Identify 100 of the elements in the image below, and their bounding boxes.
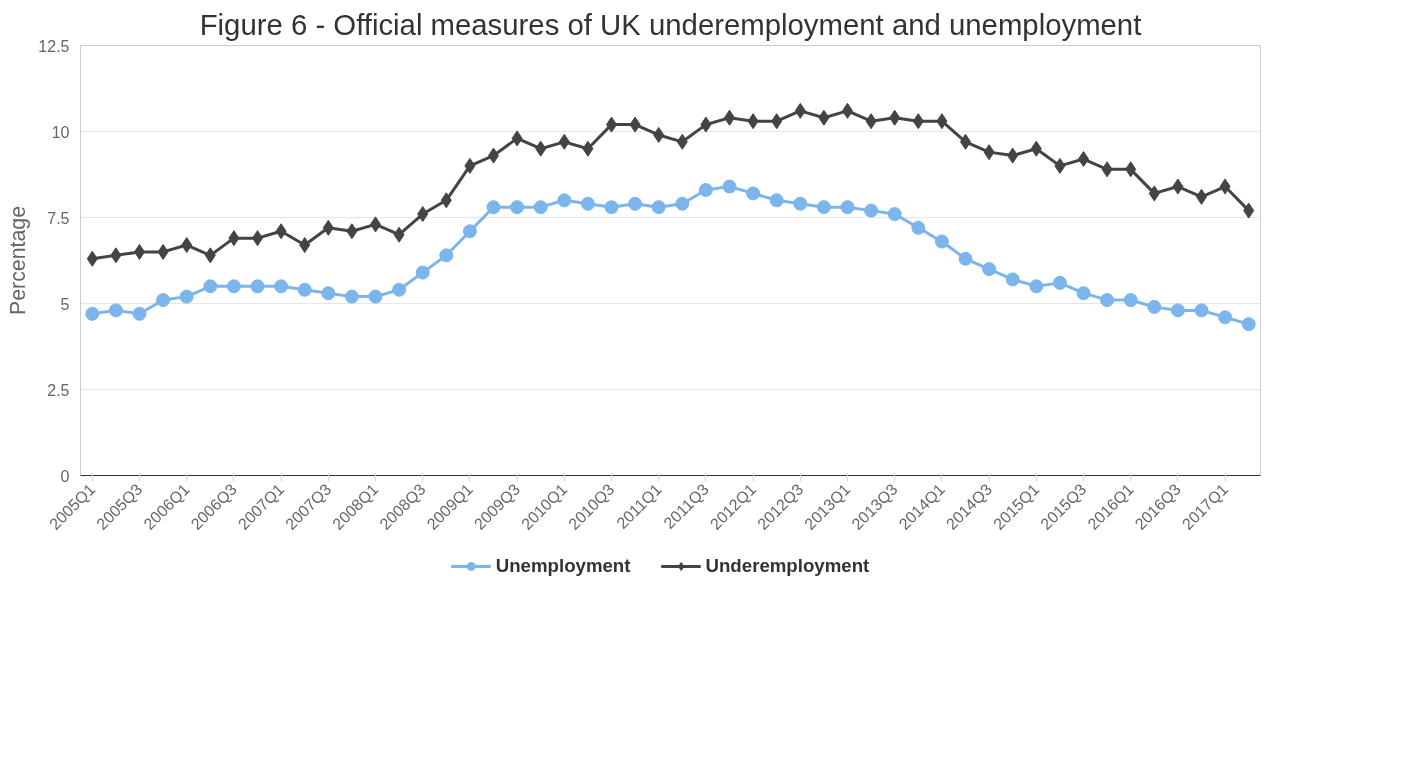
point [275, 223, 287, 240]
y-tick-label: 7.5 [47, 209, 70, 227]
point [299, 237, 311, 254]
point [1029, 279, 1044, 294]
point [557, 193, 572, 208]
point [321, 286, 336, 301]
point [934, 234, 949, 249]
point [157, 243, 169, 260]
point [1005, 272, 1020, 287]
point [535, 140, 547, 157]
point [1052, 275, 1067, 290]
point [344, 289, 359, 304]
point [958, 251, 973, 266]
y-tick-label: 12.5 [38, 37, 70, 55]
point [865, 113, 877, 130]
y-tick-label: 10 [51, 123, 70, 141]
point [911, 220, 926, 235]
point [794, 102, 806, 119]
point [698, 182, 713, 197]
point [417, 206, 429, 223]
point [393, 226, 405, 243]
point [769, 193, 784, 208]
point [1054, 157, 1066, 174]
point [322, 219, 334, 236]
point [179, 289, 194, 304]
point [204, 247, 216, 264]
point [108, 303, 123, 318]
point [440, 192, 452, 209]
point [1243, 202, 1255, 219]
point [1194, 303, 1209, 318]
point [1218, 310, 1233, 325]
point [651, 200, 666, 215]
point [793, 196, 808, 211]
point [1125, 161, 1137, 178]
point [228, 230, 240, 247]
point [1076, 286, 1091, 301]
point [653, 126, 665, 143]
point [818, 109, 830, 126]
y-axis-title: Percentage [6, 205, 31, 316]
point [864, 203, 879, 218]
point [1170, 303, 1185, 318]
chart-title: Figure 6 - Official measures of UK underemployment and unemployment [199, 7, 1142, 41]
point [1123, 293, 1138, 308]
point [226, 279, 241, 294]
point [1007, 147, 1019, 164]
y-tick-label: 2.5 [47, 381, 70, 399]
point [628, 196, 643, 211]
point [746, 186, 761, 201]
point [1219, 178, 1231, 195]
point [1101, 161, 1113, 178]
point [816, 200, 831, 215]
point [464, 157, 476, 174]
point [110, 247, 122, 264]
point [486, 200, 501, 215]
y-tick-label: 5 [60, 295, 70, 313]
point [722, 179, 737, 194]
point [1147, 299, 1162, 314]
point [511, 130, 523, 147]
point [580, 196, 595, 211]
point [840, 200, 855, 215]
legend-label: Underemployment [705, 555, 870, 577]
point [936, 113, 948, 130]
point [1241, 317, 1256, 332]
point [368, 289, 383, 304]
point [132, 306, 147, 321]
point [181, 237, 193, 254]
point [771, 113, 783, 130]
point [274, 279, 289, 294]
point [533, 200, 548, 215]
point [1148, 185, 1160, 202]
point [203, 279, 218, 294]
point [439, 248, 454, 263]
point [747, 113, 759, 130]
point [85, 306, 100, 321]
point [558, 133, 570, 150]
point [510, 200, 525, 215]
y-tick-label: 0 [60, 467, 70, 485]
point [346, 223, 358, 240]
point [1100, 293, 1115, 308]
point [297, 282, 312, 297]
point [675, 196, 690, 211]
point [156, 293, 171, 308]
point [700, 116, 712, 133]
point [887, 207, 902, 222]
point [1172, 178, 1184, 195]
point [982, 262, 997, 277]
point [1030, 140, 1042, 157]
legend-label: Unemployment [495, 555, 631, 577]
point [392, 282, 407, 297]
point [912, 113, 924, 130]
point [582, 140, 594, 157]
point [629, 116, 641, 133]
point [889, 109, 901, 126]
point [676, 133, 688, 150]
point [983, 144, 995, 161]
point [250, 279, 265, 294]
point [462, 224, 477, 239]
point [604, 200, 619, 215]
point [415, 265, 430, 280]
point [86, 250, 98, 267]
